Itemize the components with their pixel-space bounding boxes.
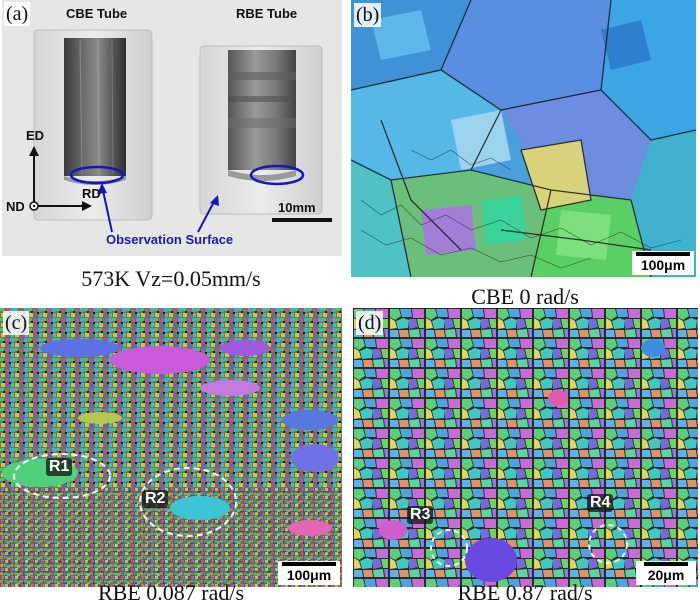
- ebsd-map-c: [0, 308, 342, 587]
- rbe-observation-ellipse: [249, 164, 305, 186]
- grain-c-10: [78, 412, 122, 424]
- region-r4-label: R4: [587, 494, 614, 512]
- panel-c-ebsd-map: (c) R1 R2 100μm: [0, 308, 342, 587]
- panel-b-scale-label: 100μm: [640, 257, 686, 273]
- grain-c-7: [291, 444, 339, 472]
- observation-surface-label: Observation Surface: [106, 232, 234, 247]
- panel-b-caption: CBE 0 rad/s: [471, 284, 579, 309]
- panel-a-caption: 573K Vz=0.05mm/s: [81, 266, 261, 291]
- axis-ed-label: ED: [26, 128, 45, 143]
- arrow-left-observation: [101, 185, 113, 233]
- rbe-tube-bore: [228, 50, 296, 170]
- region-r2-outline: [139, 467, 237, 537]
- cbe-tube-label: CBE Tube: [66, 6, 128, 21]
- grain-c-5: [282, 410, 338, 430]
- panel-d-ebsd-map: (d) R3 R4 20μm: [353, 308, 698, 587]
- grain-d-4: [548, 390, 568, 406]
- photo-scale-bar: [272, 218, 332, 222]
- region-r4-outline: [588, 524, 628, 564]
- grain-c-3: [220, 340, 270, 356]
- grain-d-2: [379, 520, 407, 540]
- tube-photo-graphic: [2, 0, 342, 256]
- panel-a-photo: (a) CBE Tube RBE Tube ED RD ND 10mm Obse…: [2, 0, 342, 256]
- region-r3-label: R3: [407, 506, 434, 524]
- ebsd-map-d: [353, 308, 698, 587]
- grain-d-3: [641, 339, 665, 357]
- grain-d-1: [465, 538, 517, 582]
- panel-b-scale-bar: 100μm: [632, 251, 694, 275]
- panel-b-scale-line: [636, 252, 690, 256]
- cbe-tube-bore: [64, 38, 126, 176]
- region-r1-label: R1: [46, 458, 73, 476]
- panel-c-scale-line: [282, 562, 336, 566]
- axis-nd-label: ND: [6, 199, 25, 214]
- region-r1-outline: [13, 453, 111, 499]
- rbe-tube-label: RBE Tube: [236, 6, 298, 21]
- region-r2-label: R2: [142, 490, 169, 508]
- panel-b-ebsd-map: (b) 100μm: [351, 0, 696, 277]
- grain-c-1: [40, 339, 120, 357]
- panel-d-scale-line: [644, 562, 688, 566]
- panel-b-label: (b): [354, 3, 382, 27]
- ebsd-map-b: [351, 0, 696, 277]
- grain-c-8: [170, 496, 230, 520]
- grain-c-9: [288, 520, 332, 536]
- grain-c-4: [200, 380, 260, 396]
- panel-c-caption: RBE 0.087 rad/s: [97, 580, 245, 605]
- photo-scale-label: 10mm: [278, 200, 316, 215]
- panel-d-caption: RBE 0.87 rad/s: [457, 580, 593, 605]
- axis-rd-label: RD: [82, 186, 101, 201]
- panel-d-scale-label: 20μm: [647, 567, 685, 583]
- panel-c-scale-label: 100μm: [286, 567, 332, 583]
- panel-d-label: (d): [356, 311, 384, 335]
- panel-c-label: (c): [3, 311, 30, 335]
- panel-a-label: (a): [4, 2, 31, 26]
- grain-c-2: [110, 346, 210, 374]
- cbe-observation-ellipse: [69, 165, 125, 185]
- panel-c-scale-bar: 100μm: [278, 561, 340, 585]
- panel-d-scale-bar: 20μm: [636, 561, 696, 585]
- region-r3-outline: [430, 529, 468, 567]
